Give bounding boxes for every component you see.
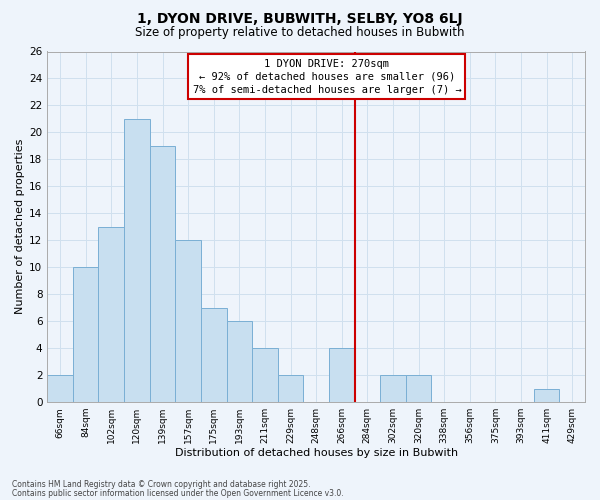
Bar: [175, 240, 201, 402]
X-axis label: Distribution of detached houses by size in Bubwith: Distribution of detached houses by size …: [175, 448, 458, 458]
Bar: [150, 146, 175, 402]
Bar: [201, 308, 227, 402]
Bar: [47, 375, 73, 402]
Bar: [329, 348, 355, 402]
Bar: [98, 227, 124, 402]
Bar: [406, 375, 431, 402]
Text: 1, DYON DRIVE, BUBWITH, SELBY, YO8 6LJ: 1, DYON DRIVE, BUBWITH, SELBY, YO8 6LJ: [137, 12, 463, 26]
Bar: [252, 348, 278, 402]
Text: 1 DYON DRIVE: 270sqm
← 92% of detached houses are smaller (96)
7% of semi-detach: 1 DYON DRIVE: 270sqm ← 92% of detached h…: [193, 58, 461, 95]
Bar: [124, 119, 150, 402]
Y-axis label: Number of detached properties: Number of detached properties: [15, 139, 25, 314]
Bar: [534, 388, 559, 402]
Text: Size of property relative to detached houses in Bubwith: Size of property relative to detached ho…: [135, 26, 465, 39]
Text: Contains public sector information licensed under the Open Government Licence v3: Contains public sector information licen…: [12, 488, 344, 498]
Bar: [278, 375, 304, 402]
Bar: [380, 375, 406, 402]
Bar: [73, 268, 98, 402]
Bar: [227, 321, 252, 402]
Text: Contains HM Land Registry data © Crown copyright and database right 2025.: Contains HM Land Registry data © Crown c…: [12, 480, 311, 489]
